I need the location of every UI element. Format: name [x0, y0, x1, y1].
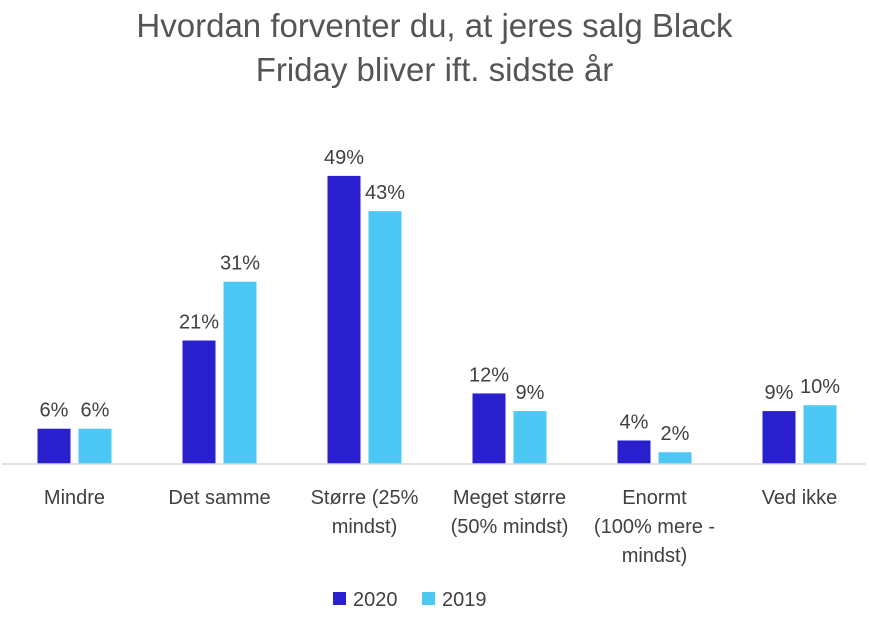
category-label-0-0: Mindre [44, 487, 105, 509]
legend-label-2019: 2019 [442, 589, 487, 611]
category-label-2-0: Større (25% [311, 487, 419, 509]
chart-title: Hvordan forventer du, at jeres salg Blac… [0, 4, 869, 92]
bar-2019-5 [803, 405, 837, 464]
bar-2020-5 [762, 411, 796, 464]
bar-2019-1 [223, 281, 257, 464]
legend-swatch-2020 [333, 592, 346, 605]
category-label-4-2: mindst) [622, 545, 688, 567]
category-label-1-0: Det samme [168, 487, 270, 509]
category-label-4-1: (100% mere - [594, 516, 715, 538]
bar-2020-2 [327, 175, 361, 464]
value-label-2020-3: 12% [469, 364, 509, 386]
value-label-2020-5: 9% [765, 382, 794, 404]
value-label-2019-2: 43% [365, 182, 405, 204]
bar-2019-0 [78, 428, 112, 464]
legend-swatch-2019 [422, 592, 435, 605]
value-label-2019-3: 9% [516, 382, 545, 404]
bar-2019-2 [368, 211, 402, 464]
bar-2020-4 [617, 440, 651, 464]
chart-title-line-1: Hvordan forventer du, at jeres salg Blac… [136, 7, 733, 44]
value-label-2019-4: 2% [661, 423, 690, 445]
value-label-2020-0: 6% [40, 400, 69, 422]
value-label-2020-4: 4% [620, 411, 649, 433]
category-label-3-1: (50% mindst) [451, 516, 569, 538]
category-label-5-0: Ved ikke [762, 487, 838, 509]
category-label-2-1: mindst) [332, 516, 398, 538]
category-label-4-0: Enormt [622, 487, 687, 509]
value-label-2020-2: 49% [324, 147, 364, 169]
bar-2020-0 [37, 428, 71, 464]
chart-title-line-2: Friday bliver ift. sidste år [255, 51, 614, 88]
legend-label-2020: 2020 [353, 589, 398, 611]
bar-2020-1 [182, 340, 216, 464]
value-label-2020-1: 21% [179, 312, 219, 334]
value-label-2019-1: 31% [220, 253, 260, 275]
category-label-3-0: Meget større [453, 487, 566, 509]
bar-2019-4 [658, 452, 692, 464]
value-label-2019-0: 6% [81, 400, 110, 422]
value-label-2019-5: 10% [800, 376, 840, 398]
bar-2019-3 [513, 411, 547, 464]
bar-2020-3 [472, 393, 506, 464]
